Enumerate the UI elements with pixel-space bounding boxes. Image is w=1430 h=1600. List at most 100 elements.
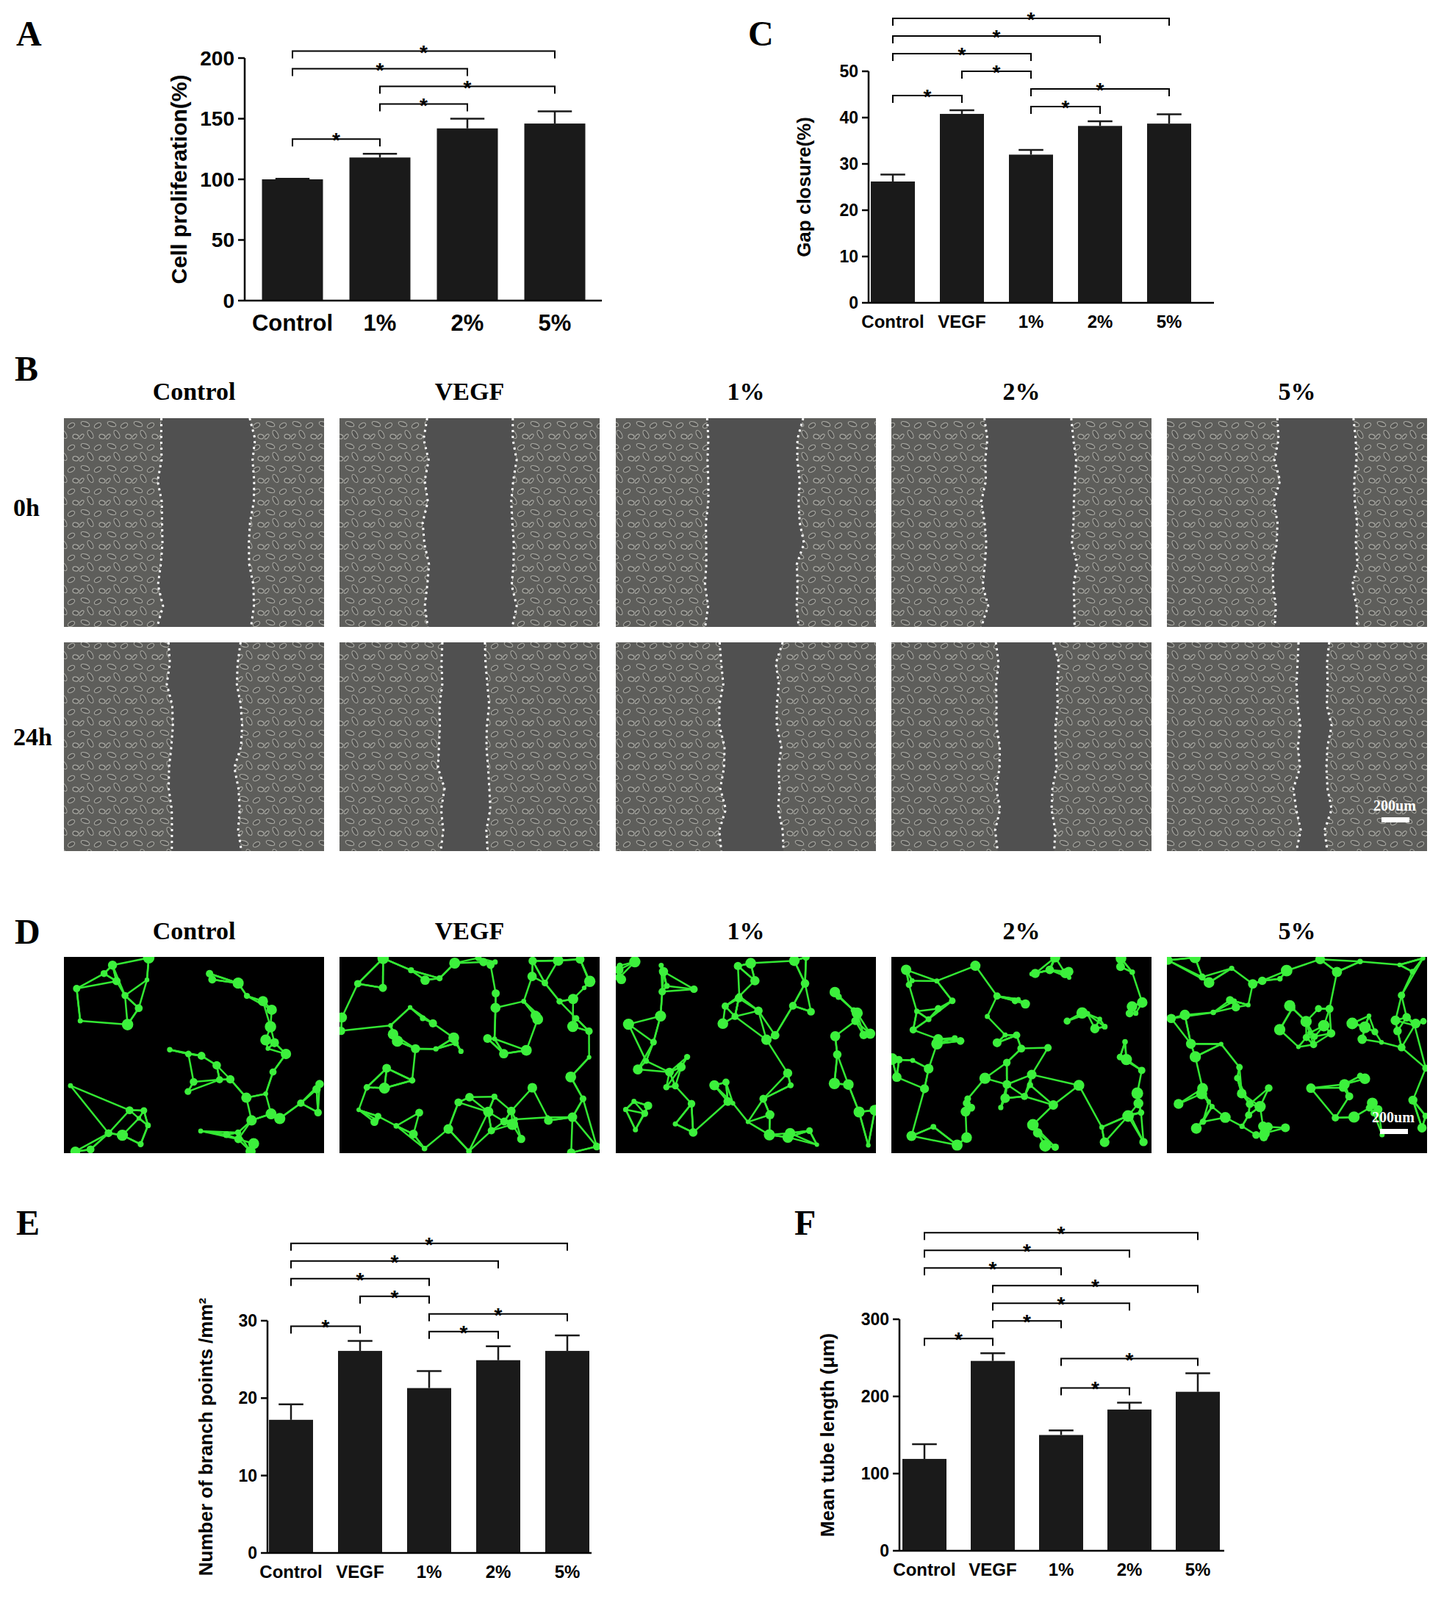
tube xyxy=(70,1085,130,1110)
row-label: 0h xyxy=(13,493,40,522)
micrograph xyxy=(1166,642,1428,851)
cell-cluster xyxy=(184,1088,192,1095)
y-tick-label: 20 xyxy=(238,1388,258,1408)
gap-edge xyxy=(1272,418,1281,627)
bar xyxy=(1008,154,1054,303)
cell-cluster xyxy=(1102,1023,1109,1030)
error-cap xyxy=(1087,120,1113,123)
significance-star: * xyxy=(1096,78,1105,102)
cell-cluster xyxy=(1012,1030,1020,1039)
x-tick-label: Control xyxy=(861,311,924,332)
cell-cluster xyxy=(923,1063,934,1073)
cell-cluster xyxy=(216,1075,224,1084)
tube xyxy=(751,960,795,963)
cell-cluster xyxy=(1300,1015,1312,1027)
x-axis xyxy=(244,299,602,303)
scratch-gap xyxy=(704,418,804,627)
tube xyxy=(490,964,497,994)
cell-cluster xyxy=(948,997,956,1004)
cell-cluster xyxy=(802,956,810,961)
tube xyxy=(108,1110,131,1134)
cell-cluster xyxy=(1199,1118,1207,1126)
y-tick xyxy=(260,1474,268,1477)
column-title: VEGF xyxy=(435,917,505,945)
tube xyxy=(76,981,117,989)
cell-cluster xyxy=(920,1083,929,1093)
cell-cluster xyxy=(166,1047,172,1053)
tube xyxy=(412,1048,416,1081)
significance-star: * xyxy=(390,1285,400,1309)
cell-cluster xyxy=(1310,1040,1318,1048)
cell-cluster xyxy=(1231,997,1237,1004)
cell-cluster xyxy=(387,1022,393,1028)
cell-cluster xyxy=(717,1018,729,1030)
cell-cluster xyxy=(1017,1044,1026,1053)
cell-layer xyxy=(339,642,600,851)
bar-chart: F0100200300ControlVEGF1%2%5%Mean tube le… xyxy=(794,1202,1225,1580)
y-tick-label: 10 xyxy=(238,1466,258,1486)
cell-cluster xyxy=(1219,1111,1231,1123)
cell-cluster xyxy=(1139,1137,1148,1146)
cell-cluster xyxy=(377,956,390,965)
cell-cluster xyxy=(378,983,387,993)
tube xyxy=(1320,958,1361,962)
tube-bg xyxy=(1166,956,1428,1153)
cell-cluster xyxy=(1305,1083,1316,1093)
y-tick xyxy=(238,117,245,120)
y-tick-label: 30 xyxy=(839,154,859,174)
cell-cluster xyxy=(1346,1017,1358,1030)
bar xyxy=(902,1458,947,1551)
cell-cluster xyxy=(1203,977,1215,989)
cell-cluster xyxy=(814,1142,820,1148)
cell-cluster xyxy=(663,982,670,989)
y-tick xyxy=(260,1551,268,1555)
cell-cluster xyxy=(491,989,500,998)
gap-edge xyxy=(1324,642,1333,851)
cell-cluster xyxy=(266,1004,278,1015)
cell-layer xyxy=(339,418,600,627)
cell-cluster xyxy=(248,1138,260,1150)
cell-cluster xyxy=(465,1148,472,1154)
cell-cluster xyxy=(1314,1005,1322,1013)
significance-star: * xyxy=(1125,1348,1134,1372)
cell-cluster xyxy=(690,985,698,993)
bar xyxy=(1107,1409,1152,1551)
cell-cluster xyxy=(654,1010,666,1022)
cell-cluster xyxy=(498,1048,509,1059)
cell-cluster xyxy=(1129,969,1136,976)
y-tick-label: 0 xyxy=(222,289,235,313)
cell-cluster xyxy=(1115,956,1127,964)
scratch-gap xyxy=(994,642,1059,851)
cell-cluster xyxy=(1390,1015,1400,1026)
cell-cluster xyxy=(448,957,461,969)
gap-edge xyxy=(1051,642,1059,851)
cell-cluster xyxy=(407,1005,413,1010)
bar xyxy=(1147,123,1192,303)
tube xyxy=(582,1098,597,1147)
cell-cluster xyxy=(246,1114,257,1126)
cell-cluster xyxy=(339,1011,347,1023)
cell-cluster xyxy=(567,1148,577,1153)
cell-cluster xyxy=(1209,1103,1215,1109)
cell-cluster xyxy=(234,1135,243,1144)
error-bar xyxy=(1168,114,1171,125)
significance-star: * xyxy=(494,1303,503,1327)
significance-star: * xyxy=(419,94,428,117)
cell-cluster xyxy=(770,1030,780,1040)
error-cap xyxy=(450,117,485,120)
cell-cluster xyxy=(356,1107,361,1112)
gap-edge xyxy=(994,642,1001,851)
cell-cluster xyxy=(1277,975,1283,982)
error-bar xyxy=(992,1352,995,1361)
tube-image xyxy=(339,956,600,1153)
gap-edge xyxy=(796,418,804,627)
tube xyxy=(76,988,81,1021)
micrograph xyxy=(1166,418,1428,627)
cell-cluster xyxy=(910,1057,916,1063)
cell-cluster xyxy=(374,1112,382,1120)
cell-cluster xyxy=(895,1055,903,1064)
cell-cluster xyxy=(643,1101,652,1110)
cell-cluster xyxy=(1236,1088,1247,1098)
tube xyxy=(1237,1078,1250,1104)
tube xyxy=(775,1005,793,1035)
